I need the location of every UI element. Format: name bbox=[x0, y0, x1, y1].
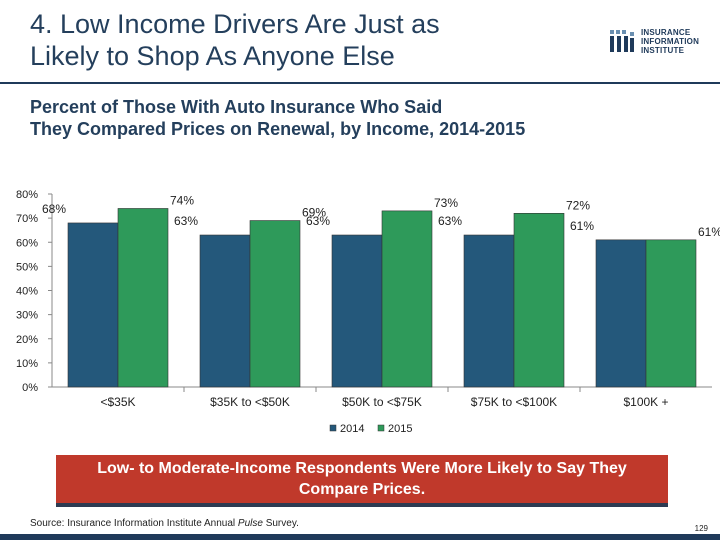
source-suffix: Survey. bbox=[262, 518, 299, 529]
bar-2014-4 bbox=[595, 239, 647, 388]
y-tick-label: 30% bbox=[16, 310, 38, 322]
x-tick-label: $100K + bbox=[623, 395, 668, 409]
data-label-2015-2: 73% bbox=[434, 196, 458, 210]
callout-box: Low- to Moderate-Income Respondents Were… bbox=[56, 455, 668, 507]
bar-2015-3 bbox=[513, 212, 565, 388]
x-tick-label: <$35K bbox=[100, 395, 135, 409]
bar-2014-3 bbox=[463, 234, 515, 388]
y-tick-label: 0% bbox=[22, 382, 38, 394]
logo-text-2: INFORMATION bbox=[641, 37, 700, 46]
bar-2015-1 bbox=[249, 220, 301, 388]
bar-chart: 0% 10% 20% 30% 40% 50% 60% 70% 80% 68% 74% <$35K 63%… bbox=[16, 189, 720, 435]
source-prefix: Source: Insurance Information Institute … bbox=[30, 518, 238, 529]
bar-2014-1 bbox=[199, 234, 251, 388]
y-tick-label: 10% bbox=[16, 358, 38, 370]
y-tick-label: 50% bbox=[16, 261, 38, 273]
subtitle-line-2: They Compared Prices on Renewal, by Inco… bbox=[30, 119, 526, 139]
data-label-2015-3: 72% bbox=[566, 198, 590, 212]
header-divider bbox=[0, 82, 720, 84]
title-line-2: Likely to Shop As Anyone Else bbox=[30, 41, 395, 71]
data-label-2015-1: 69% bbox=[302, 206, 326, 220]
y-tick-label: 20% bbox=[16, 334, 38, 346]
callout-text: Low- to Moderate-Income Respondents Were… bbox=[97, 460, 627, 498]
data-label-2014-0: 68% bbox=[42, 202, 66, 216]
legend-label-2015: 2015 bbox=[388, 423, 412, 435]
source-italic: Pulse bbox=[237, 518, 263, 529]
data-label-2014-3: 63% bbox=[438, 214, 462, 228]
data-label-2015-0: 74% bbox=[170, 193, 194, 207]
bar-2015-0 bbox=[117, 208, 169, 388]
slide-title: 4. Low Income Drivers Are Just as Likely… bbox=[30, 8, 590, 72]
data-label-2014-1: 63% bbox=[174, 214, 198, 228]
bar-2014-2 bbox=[331, 234, 383, 388]
source-note: Source: Insurance Information Institute … bbox=[30, 518, 299, 529]
chart-subtitle: Percent of Those With Auto Insurance Who… bbox=[30, 96, 670, 140]
footer-bar bbox=[0, 534, 720, 540]
legend-swatch-2014 bbox=[329, 424, 337, 432]
logo-mark-icon bbox=[610, 30, 634, 52]
legend-swatch-2015 bbox=[377, 424, 385, 432]
bar-2014-0 bbox=[67, 222, 119, 388]
x-tick-label: $50K to <$75K bbox=[342, 395, 422, 409]
x-tick-label: $35K to <$50K bbox=[210, 395, 290, 409]
x-tick-label: $75K to <$100K bbox=[471, 395, 557, 409]
title-line-1: 4. Low Income Drivers Are Just as bbox=[30, 9, 440, 39]
y-tick-label: 40% bbox=[16, 286, 38, 298]
iii-logo: INSURANCE INFORMATION INSTITUTE bbox=[608, 26, 708, 62]
legend-label-2014: 2014 bbox=[340, 423, 364, 435]
data-label-2014-2: 63% bbox=[306, 214, 330, 228]
bar-2015-4 bbox=[645, 239, 697, 388]
logo-text-3: INSTITUTE bbox=[641, 46, 685, 55]
y-tick-label: 80% bbox=[16, 189, 38, 201]
logo-text-1: INSURANCE bbox=[641, 28, 691, 37]
bar-2015-2 bbox=[381, 210, 433, 388]
data-label-2014-4: 61% bbox=[570, 219, 594, 233]
data-label-2015-4: 61% bbox=[698, 225, 720, 239]
y-tick-label: 60% bbox=[16, 237, 38, 249]
page-number: 129 bbox=[694, 524, 708, 533]
subtitle-line-1: Percent of Those With Auto Insurance Who… bbox=[30, 97, 443, 117]
y-tick-label: 70% bbox=[16, 213, 38, 225]
